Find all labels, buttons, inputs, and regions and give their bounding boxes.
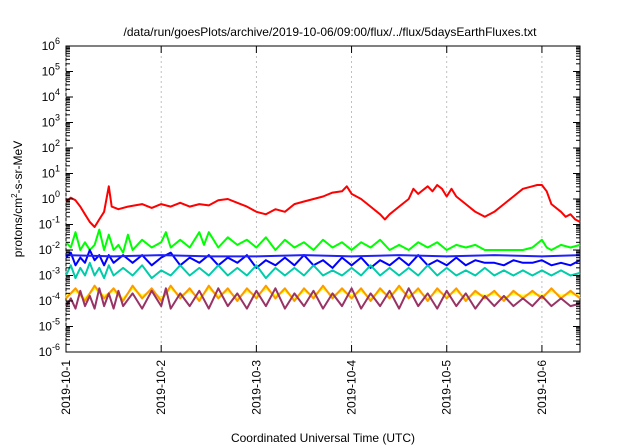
series-line-0: [65, 184, 581, 228]
series-line-2: [65, 249, 581, 269]
y-tick-exp: -3: [52, 266, 60, 276]
y-tick-base: 10: [42, 167, 56, 181]
y-tick-base: 10: [39, 269, 53, 283]
series-line-3: [65, 254, 581, 258]
x-tick-labels: 2019-10-1 2019-10-2 2019-10-3 2019-10-4 2019…: [59, 46, 549, 415]
y-tick-label-8: 10-2: [39, 240, 60, 257]
y-tick-exp: -5: [52, 317, 60, 327]
y-tick-exp: 0: [55, 189, 60, 199]
x-tick-label-5: 2019-10-6: [535, 360, 549, 415]
y-axis-label-sup: 2: [10, 193, 19, 198]
y-tick-exp: 3: [55, 113, 60, 123]
y-tick-base: 10: [42, 90, 56, 104]
y-tick-label-10: 10-4: [39, 291, 60, 308]
y-tick-base: 10: [39, 243, 53, 257]
series-line-1: [65, 228, 581, 254]
y-tick-base: 10: [42, 116, 56, 130]
y-tick-exp: 4: [55, 87, 60, 97]
chart-title: /data/run/goesPlots/archive/2019-10-06/0…: [124, 25, 538, 39]
x-tick-label-4: 2019-10-5: [440, 360, 454, 415]
y-tick-base: 10: [42, 192, 56, 206]
series-line-6: [65, 284, 581, 302]
x-axis-label: Coordinated Universal Time (UTC): [231, 431, 415, 445]
x-tick-label-3: 2019-10-4: [345, 360, 359, 415]
y-tick-label-9: 10-3: [39, 266, 60, 283]
y-tick-label-3: 103: [42, 113, 60, 130]
y-tick-label-2: 104: [42, 87, 60, 104]
y-tick-exp: -4: [52, 291, 60, 301]
y-tick-exp: 5: [55, 62, 60, 72]
y-tick-base: 10: [39, 294, 53, 308]
y-axis-label-rest: -s-sr-MeV: [11, 141, 25, 194]
y-tick-exp: -2: [52, 240, 60, 250]
y-tick-base: 10: [42, 65, 56, 79]
x-tick-label-0: 2019-10-1: [59, 360, 73, 415]
x-tick-label-2: 2019-10-3: [249, 360, 263, 415]
y-tick-base: 10: [42, 39, 56, 53]
y-tick-base: 10: [39, 320, 53, 334]
series-line-7: [65, 287, 581, 310]
y-tick-label-4: 102: [42, 138, 60, 155]
y-tick-label-5: 101: [42, 164, 60, 181]
y-axis-label-base: protons/cm: [11, 198, 25, 257]
y-tick-exp: -6: [52, 342, 60, 352]
series-lines: [65, 184, 581, 310]
y-tick-exp: 1: [55, 164, 60, 174]
y-tick-base: 10: [39, 345, 53, 359]
y-tick-base: 10: [39, 218, 53, 232]
y-tick-labels: 10610510410310210110010-110-210-310-410-…: [39, 36, 580, 359]
y-tick-label-7: 10-1: [39, 215, 60, 232]
y-tick-label-6: 100: [42, 189, 60, 206]
y-tick-exp: 6: [55, 36, 60, 46]
y-tick-label-1: 105: [42, 62, 60, 79]
y-tick-label-0: 106: [42, 36, 60, 53]
x-tick-label-1: 2019-10-2: [154, 360, 168, 415]
y-axis-label: protons/cm2-s-sr-MeV: [10, 141, 25, 257]
y-tick-exp: 2: [55, 138, 60, 148]
y-tick-label-11: 10-5: [39, 317, 60, 334]
y-tick-exp: -1: [52, 215, 60, 225]
y-tick-base: 10: [42, 141, 56, 155]
y-tick-label-12: 10-6: [39, 342, 60, 359]
series-line-4: [65, 261, 581, 280]
